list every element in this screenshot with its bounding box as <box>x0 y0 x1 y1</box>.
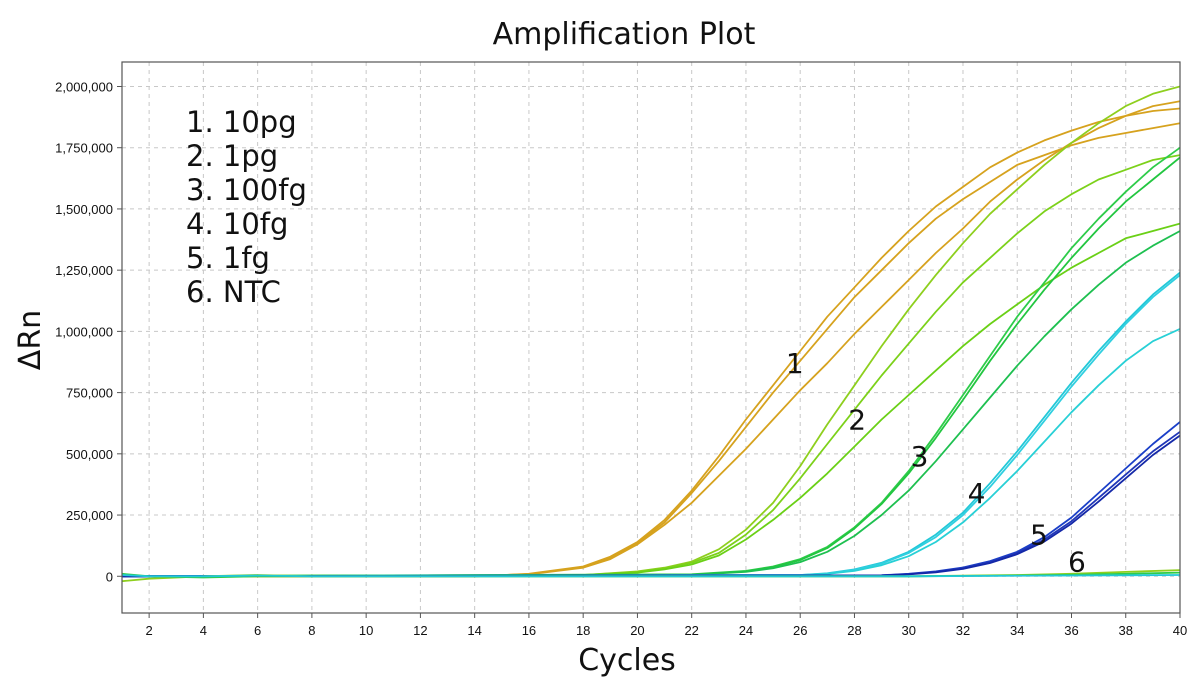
y-axis-title: ΔRn <box>13 310 48 370</box>
x-tick-label: 20 <box>630 623 644 638</box>
x-tick-label: 24 <box>739 623 753 638</box>
x-tick-label: 8 <box>308 623 315 638</box>
x-tick-label: 10 <box>359 623 373 638</box>
x-axis: 2 4 6 8 10 12 14 16 18 20 22 24 26 28 30 32 34 36 38 40 <box>146 613 1187 638</box>
x-tick-label: 34 <box>1010 623 1024 638</box>
x-tick-label: 38 <box>1119 623 1133 638</box>
x-tick-label: 30 <box>901 623 915 638</box>
series-line-group-3 <box>122 156 1180 578</box>
x-tick-label: 36 <box>1064 623 1078 638</box>
legend-entry: 2. 1pg <box>186 139 278 173</box>
x-tick-label: 40 <box>1173 623 1187 638</box>
plot-frame <box>121 61 1181 614</box>
curve-label: 1 <box>786 347 804 380</box>
y-tick-label: 0 <box>106 569 113 584</box>
curve-label: 6 <box>1068 545 1086 578</box>
legend-entry: 5. 1fg <box>186 241 270 275</box>
x-tick-label: 18 <box>576 623 590 638</box>
y-tick-label: 1,250,000 <box>55 263 113 278</box>
x-tick-label: 14 <box>467 623 481 638</box>
x-tick-label: 26 <box>793 623 807 638</box>
series-line-group-2 <box>122 154 1180 578</box>
series-line-group-6 <box>122 574 1180 578</box>
x-tick-label: 2 <box>146 623 153 638</box>
x-tick-label: 6 <box>254 623 261 638</box>
legend-entry: 6. NTC <box>186 275 281 309</box>
legend-entry: 3. 100fg <box>186 173 307 207</box>
curve-label: 4 <box>968 477 986 510</box>
series-line-group-2 <box>122 85 1180 578</box>
grid <box>122 62 1181 613</box>
curve-label: 5 <box>1030 518 1048 551</box>
x-tick-label: 28 <box>847 623 861 638</box>
y-tick-label: 2,000,000 <box>55 79 113 94</box>
y-tick-label: 750,000 <box>66 386 113 401</box>
y-tick-label: 250,000 <box>66 508 113 523</box>
x-tick-label: 4 <box>200 623 207 638</box>
x-axis-title: Cycles <box>578 643 676 678</box>
series-line-group-3 <box>122 230 1180 578</box>
y-tick-label: 500,000 <box>66 447 113 462</box>
series-line-group-2 <box>122 222 1180 578</box>
y-tick-label: 1,500,000 <box>55 202 113 217</box>
curve-label: 2 <box>848 403 866 436</box>
x-tick-label: 32 <box>956 623 970 638</box>
curve-labels: 1 2 3 4 56 <box>786 347 1086 578</box>
x-tick-label: 12 <box>413 623 427 638</box>
series-layer <box>122 85 1180 583</box>
x-tick-label: 22 <box>684 623 698 638</box>
series-line-group-4 <box>122 328 1180 578</box>
curve-label: 3 <box>911 440 929 473</box>
y-axis: 0 250,000 500,000 750,000 1,000,000 1,250,000… <box>55 79 122 584</box>
series-line-group-5 <box>122 434 1180 578</box>
y-tick-label: 1,000,000 <box>55 324 113 339</box>
x-tick-label: 16 <box>522 623 536 638</box>
chart-title: Amplification Plot <box>493 17 756 52</box>
y-tick-label: 1,750,000 <box>55 141 113 156</box>
legend-entry: 4. 10fg <box>186 207 288 241</box>
series-line-group-1 <box>122 107 1180 578</box>
legend-entry: 1. 10pg <box>186 105 297 139</box>
